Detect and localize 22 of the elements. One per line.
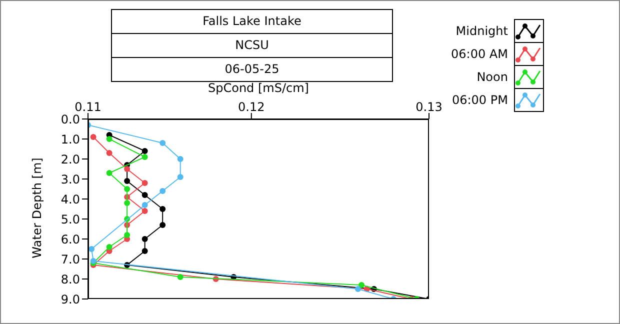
x-tick-label: 0.13 (416, 100, 442, 114)
y-tick-label: 2.0 (60, 152, 80, 166)
x-tick-label: 0.11 (74, 100, 102, 114)
x-axis-title: SpCond [mS/cm] (207, 81, 310, 95)
y-tick-label: 7.0 (60, 252, 80, 266)
y-tick-label: 3.0 (60, 172, 80, 186)
text: 06-05-25 (112, 58, 392, 82)
y-tick-label: 5.0 (60, 212, 80, 226)
legend-label: 06:00 AM (451, 46, 508, 60)
y-tick-label: 6.0 (60, 232, 80, 246)
y-tick-label: 8.0 (60, 272, 80, 286)
y-axis-title: Water Depth [m] (30, 156, 44, 260)
chart-subtitle: NCSU (112, 34, 392, 58)
y-tick-label: 9.0 (60, 292, 80, 306)
legend-label: 06:00 PM (452, 92, 508, 106)
y-tick-label: 1.0 (60, 132, 80, 146)
x-tick-label: 0.12 (238, 100, 265, 114)
chart-title: Falls Lake Intake (112, 10, 392, 34)
y-tick-label: 4.0 (60, 192, 80, 206)
legend-label: Noon (476, 70, 508, 84)
y-tick-label: 0.0 (60, 112, 80, 126)
legend-label: Midnight (456, 24, 508, 38)
